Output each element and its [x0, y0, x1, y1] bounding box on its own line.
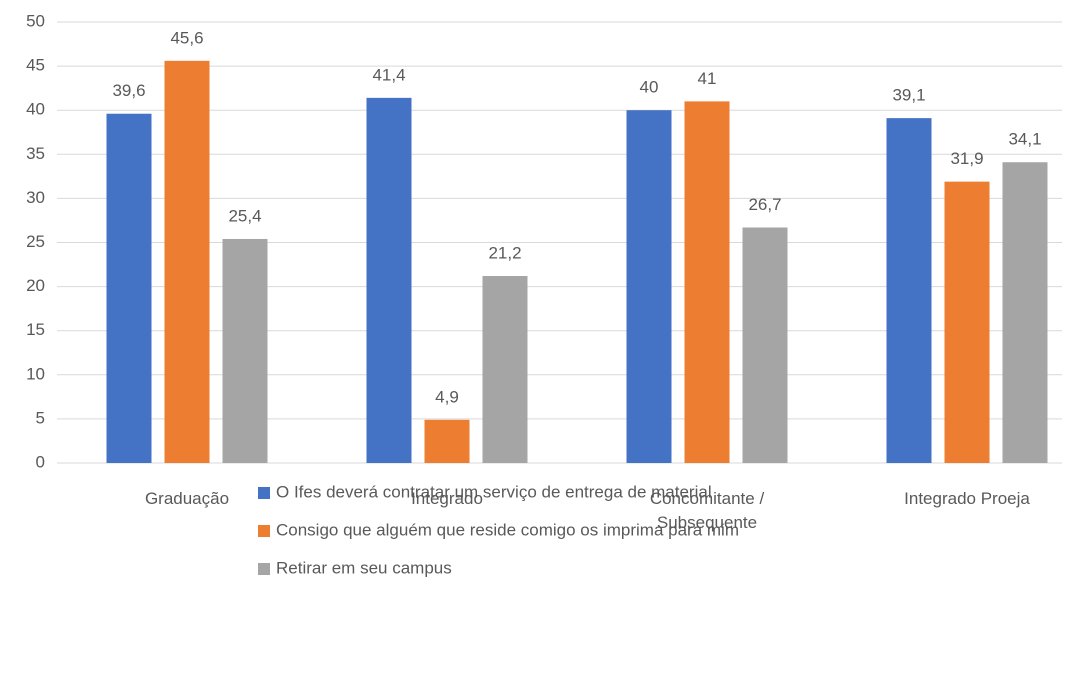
bar — [424, 419, 470, 463]
data-label: 39,1 — [892, 86, 925, 105]
y-tick-label: 15 — [26, 320, 45, 339]
y-tick-label: 5 — [36, 408, 45, 427]
bar — [944, 181, 990, 463]
x-tick-label: Integrado Proeja — [904, 489, 1030, 508]
data-label: 41 — [698, 69, 717, 88]
bar — [482, 276, 528, 463]
data-label: 40 — [640, 78, 659, 97]
data-label: 39,6 — [112, 81, 145, 100]
y-tick-label: 25 — [26, 232, 45, 251]
bar — [106, 113, 152, 463]
y-tick-label: 10 — [26, 364, 45, 383]
data-label: 26,7 — [748, 195, 781, 214]
data-label: 34,1 — [1008, 130, 1041, 149]
bar — [684, 101, 730, 463]
data-label: 4,9 — [435, 387, 459, 406]
y-tick-label: 40 — [26, 100, 45, 119]
legend-label: Consigo que alguém que reside comigo os … — [276, 520, 739, 539]
x-tick-label: Integrado — [411, 489, 483, 508]
legend-swatch — [258, 563, 270, 575]
data-label: 31,9 — [950, 149, 983, 168]
legend-label: Retirar em seu campus — [276, 558, 452, 577]
bar — [164, 60, 210, 464]
bar — [366, 97, 412, 464]
legend-swatch — [258, 487, 270, 499]
data-label: 41,4 — [372, 65, 405, 84]
x-tick-label: Graduação — [144, 489, 230, 508]
y-tick-label: 20 — [26, 276, 45, 295]
bar — [626, 110, 672, 463]
data-label: 45,6 — [170, 28, 203, 47]
y-tick-label: 0 — [36, 452, 45, 471]
x-tick-label: Concomitante / Subsequente — [649, 489, 765, 532]
y-tick-label: 45 — [26, 56, 45, 75]
bar — [222, 238, 268, 463]
y-tick-label: 30 — [26, 188, 45, 207]
y-tick-label: 35 — [26, 144, 45, 163]
bar — [886, 118, 932, 463]
legend-swatch — [258, 525, 270, 537]
bar — [1002, 162, 1048, 463]
legend-label: O Ifes deverá contratar um serviço de en… — [276, 482, 712, 501]
y-tick-label: 50 — [26, 11, 45, 30]
bar — [742, 227, 788, 463]
data-label: 21,2 — [488, 244, 521, 263]
data-label: 25,4 — [228, 206, 261, 225]
